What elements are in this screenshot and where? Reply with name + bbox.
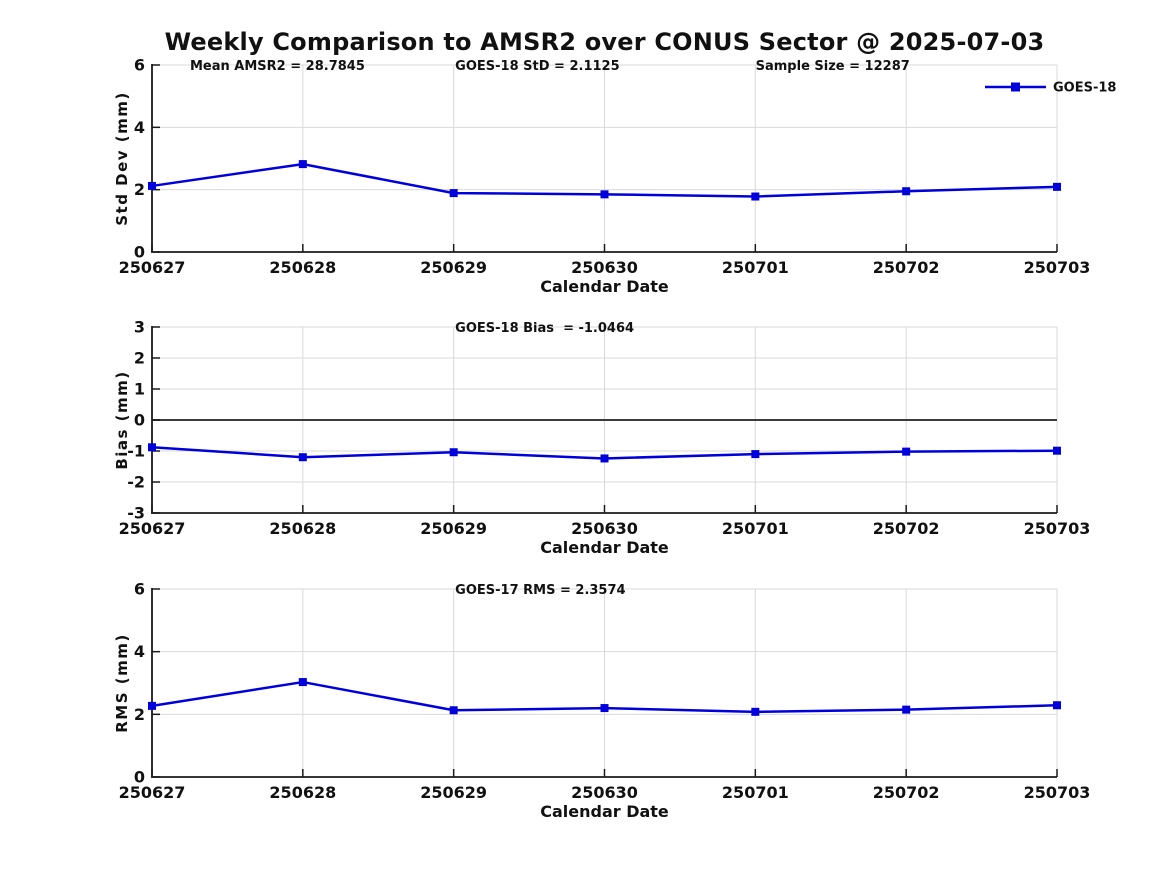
- data-marker: [449, 706, 458, 715]
- legend-marker: [1011, 82, 1020, 92]
- data-marker: [148, 701, 156, 710]
- x-tick-label: 250701: [722, 783, 789, 802]
- data-marker: [148, 181, 156, 190]
- y-tick-label: 2: [134, 180, 145, 199]
- data-marker: [148, 443, 156, 452]
- y-tick-label: 2: [134, 705, 145, 724]
- y-tick-label: 4: [134, 118, 145, 137]
- y-axis-label: RMS (mm): [113, 633, 131, 732]
- x-tick-label: 250702: [873, 258, 940, 277]
- y-tick-label: 0: [134, 768, 145, 787]
- data-marker: [449, 189, 458, 198]
- x-tick-label: 250630: [571, 519, 638, 538]
- annotation: GOES-18 Bias = -1.0464: [455, 321, 634, 336]
- x-tick-label: 250628: [269, 783, 336, 802]
- data-marker: [751, 450, 760, 459]
- y-tick-label: -1: [127, 442, 145, 461]
- x-tick-label: 250627: [119, 783, 186, 802]
- subplot-3: 0 2 4 6 250627 250628 250629 250630 250701 250702…: [113, 580, 1090, 822]
- data-marker: [902, 447, 911, 456]
- x-tick-label: 250629: [420, 783, 487, 802]
- x-axis-label: Calendar Date: [540, 277, 669, 296]
- data-marker: [298, 160, 307, 169]
- x-tick-label: 250701: [722, 258, 789, 277]
- x-axis-label: Calendar Date: [540, 802, 669, 821]
- y-tick-label: 0: [134, 411, 145, 430]
- y-axis-label: Bias (mm): [113, 370, 131, 469]
- annotation: Mean AMSR2 = 28.7845: [190, 59, 365, 74]
- y-tick-label: -3: [127, 504, 145, 523]
- annotation: GOES-17 RMS = 2.3574: [455, 583, 625, 598]
- data-marker: [600, 190, 609, 199]
- x-tick-label: 250629: [420, 258, 487, 277]
- x-tick-label: 250703: [1024, 258, 1091, 277]
- x-tick-label: 250630: [571, 783, 638, 802]
- y-tick-label: 4: [134, 642, 145, 661]
- x-tick-label: 250703: [1024, 783, 1091, 802]
- x-tick-label: 250702: [873, 519, 940, 538]
- data-marker: [1053, 182, 1061, 191]
- x-tick-label: 250630: [571, 258, 638, 277]
- y-tick-label: 6: [134, 580, 145, 599]
- x-tick-label: 250701: [722, 519, 789, 538]
- legend-label: GOES-18: [1053, 81, 1116, 96]
- y-tick-label: -2: [127, 473, 145, 492]
- data-marker: [449, 448, 458, 457]
- data-marker: [902, 705, 911, 714]
- subplot-1: 0 2 4 6 250627 250628 250629 250630 250701 250702…: [113, 56, 1116, 297]
- data-marker: [600, 704, 609, 713]
- data-marker: [751, 707, 760, 716]
- annotation: Sample Size = 12287: [756, 59, 910, 74]
- annotation: GOES-18 StD = 2.1125: [455, 59, 619, 74]
- figure-title: Weekly Comparison to AMSR2 over CONUS Se…: [164, 28, 1045, 56]
- y-tick-label: 1: [134, 380, 145, 399]
- data-marker: [298, 453, 307, 462]
- y-tick-label: 6: [134, 56, 145, 75]
- x-axis-label: Calendar Date: [540, 538, 669, 557]
- x-tick-label: 250628: [269, 258, 336, 277]
- data-marker: [751, 192, 760, 201]
- y-tick-label: 2: [134, 349, 145, 368]
- x-tick-label: 250629: [420, 519, 487, 538]
- data-marker: [1053, 701, 1061, 710]
- data-marker: [298, 678, 307, 687]
- subplot-2: -3 -2 -1 0 1 2 3 250627 250628 250629 250630 250701…: [113, 318, 1090, 558]
- x-tick-label: 250702: [873, 783, 940, 802]
- data-marker: [902, 187, 911, 196]
- x-tick-label: 250627: [119, 258, 186, 277]
- y-tick-label: 3: [134, 318, 145, 337]
- data-marker: [600, 454, 609, 463]
- y-axis-label: Std Dev (mm): [113, 91, 131, 226]
- y-tick-label: 0: [134, 243, 145, 262]
- x-tick-label: 250703: [1024, 519, 1091, 538]
- x-tick-label: 250627: [119, 519, 186, 538]
- data-marker: [1053, 446, 1061, 455]
- x-tick-label: 250628: [269, 519, 336, 538]
